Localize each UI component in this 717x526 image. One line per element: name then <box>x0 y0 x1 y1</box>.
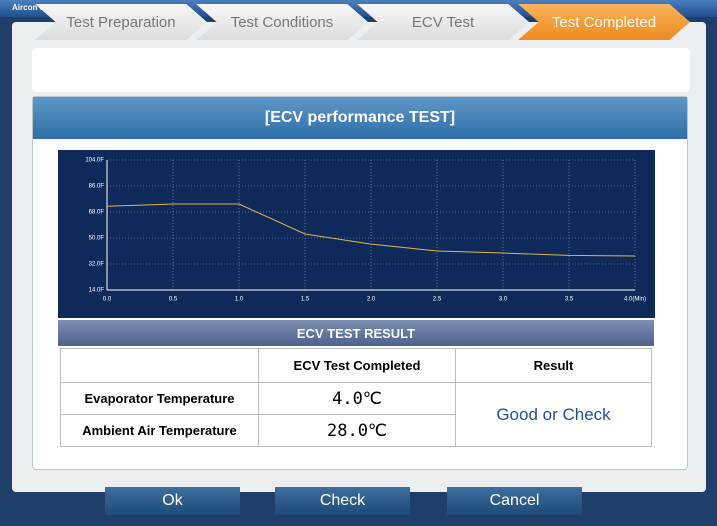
result-title: ECV TEST RESULT <box>58 320 654 346</box>
x-tick-label: 4.0(Min) <box>624 297 646 303</box>
panel-title: [ECV performance TEST] <box>33 97 687 139</box>
x-tick-label: 2.0 <box>367 297 376 303</box>
y-tick-label: 104.0F <box>85 158 104 164</box>
x-tick-label: 0.0 <box>103 297 112 303</box>
y-tick-label: 68.0F <box>89 210 105 216</box>
chart-bg <box>58 150 655 318</box>
step-active: Test Completed <box>518 4 690 40</box>
result-cell: Good or Check <box>455 382 652 447</box>
row-label: Evaporator Temperature <box>60 382 259 415</box>
x-tick-label: 1.0 <box>235 297 244 303</box>
cancel-button[interactable]: Cancel <box>447 487 582 515</box>
step-bar <box>32 48 690 92</box>
chart: 14.0F 32.0F 50.0F 68.0F 86.0F 104.0F 0.0 0.5 1.0… <box>58 150 655 318</box>
row-label: Ambient Air Temperature <box>60 414 259 447</box>
x-tick-label: 2.5 <box>433 297 442 303</box>
x-tick-label: 3.5 <box>565 297 574 303</box>
check-button[interactable]: Check <box>275 487 410 515</box>
x-tick-label: 1.5 <box>301 297 310 303</box>
ok-button[interactable]: Ok <box>105 487 240 515</box>
x-tick-label: 0.5 <box>169 297 178 303</box>
step: Test Preparation <box>35 4 207 40</box>
cell <box>60 348 259 383</box>
y-tick-label: 50.0F <box>89 236 105 242</box>
result-table: ECV Test Completed Result Evaporator Temp… <box>60 348 652 447</box>
step: Test Conditions <box>196 4 368 40</box>
y-tick-label: 86.0F <box>89 184 105 190</box>
y-tick-label: 32.0F <box>89 262 105 268</box>
x-tick-label: 3.0 <box>499 297 508 303</box>
step: ECV Test <box>357 4 529 40</box>
header-cell: Result <box>455 348 652 383</box>
value-cell: 28.0℃ <box>258 414 456 447</box>
y-tick-label: 14.0F <box>89 288 105 294</box>
header-cell: ECV Test Completed <box>258 348 456 383</box>
value-cell: 4.0℃ <box>258 382 456 415</box>
data-line <box>106 203 636 257</box>
